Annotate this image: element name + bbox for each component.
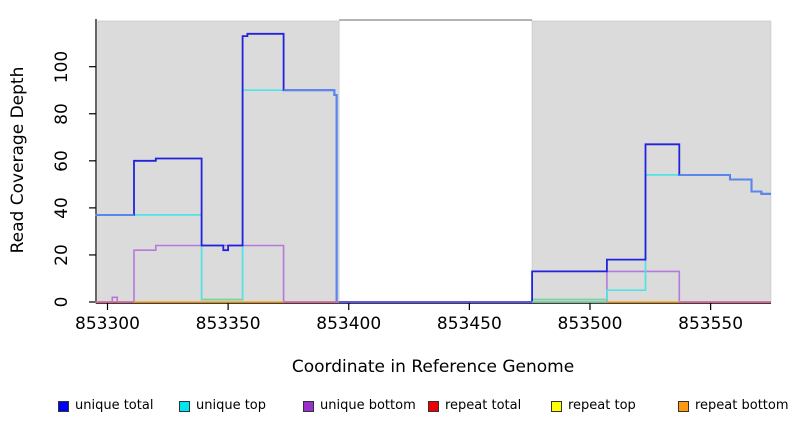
y-tick-label: 20 [52, 244, 72, 266]
x-tick-label: 853300 [75, 314, 140, 334]
legend-label: repeat top [568, 398, 636, 413]
legend-swatch-unique-bottom [303, 401, 314, 412]
masked-region [531, 20, 772, 303]
series-unique-bottom [95, 244, 771, 303]
y-tick-label: 100 [52, 50, 72, 83]
y-tick-label: 60 [52, 149, 72, 172]
x-axis-title: Coordinate in Reference Genome [291, 357, 575, 377]
legend-swatch-repeat-bottom [678, 401, 689, 412]
x-tick-label: 853400 [316, 314, 382, 334]
legend-swatch-repeat-top [551, 401, 562, 412]
legend-label: unique bottom [320, 398, 416, 413]
legend-label: unique total [75, 398, 154, 413]
y-tick-label: 40 [52, 197, 72, 219]
x-tick-label: 853500 [557, 314, 623, 334]
legend-label: unique top [196, 398, 267, 413]
x-tick-label: 853450 [436, 314, 502, 334]
legend-label: repeat total [445, 398, 522, 413]
legend-swatch-repeat-total [428, 401, 439, 412]
y-tick-label: 80 [52, 102, 72, 125]
x-tick-label: 853350 [195, 314, 261, 334]
x-tick-label: 853550 [678, 314, 744, 334]
series-unique-total-blend [679, 173, 771, 195]
legend-swatch-unique-top [179, 401, 190, 412]
y-tick-label: 0 [52, 296, 72, 308]
legend-swatch-unique-total [58, 401, 69, 412]
legend-label: repeat bottom [695, 398, 789, 413]
